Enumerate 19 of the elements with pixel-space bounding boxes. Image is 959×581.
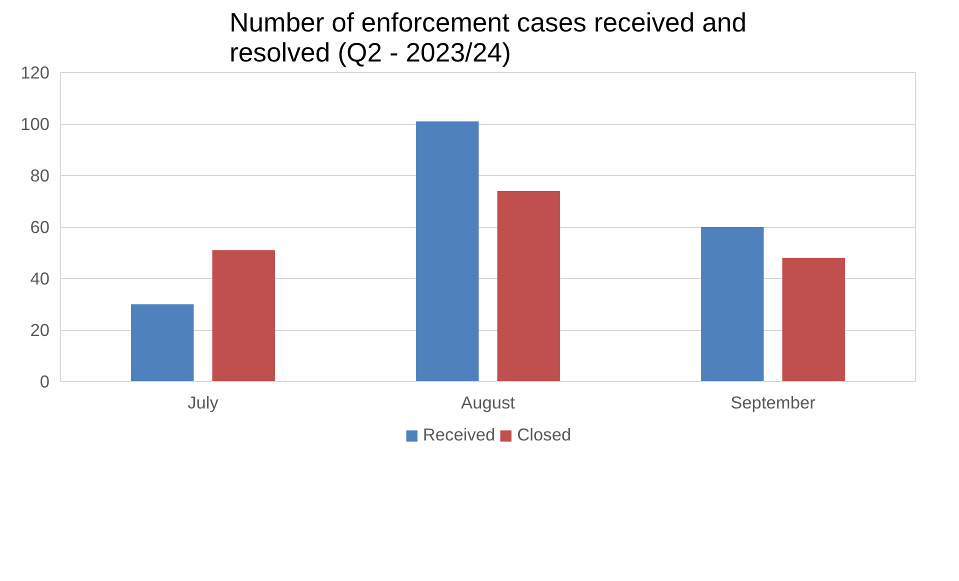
legend-label: Received	[422, 424, 496, 446]
bar	[416, 121, 479, 382]
y-tick-label: 20	[30, 320, 50, 340]
y-tick-label: 60	[30, 217, 50, 237]
x-tick-label: September	[730, 392, 816, 412]
y-tick-label: 40	[30, 268, 50, 288]
y-tick-label: 80	[30, 166, 50, 186]
x-tick-label: July	[188, 392, 219, 412]
y-tick-label: 120	[20, 62, 50, 82]
legend-label: Closed	[517, 424, 572, 446]
bar	[212, 250, 275, 382]
bar	[131, 304, 194, 382]
bar	[701, 227, 764, 382]
chart-title: Number of enforcement cases received and resolved (Q2 - 2023/24)	[229, 8, 747, 68]
y-tick-label: 100	[20, 114, 50, 134]
bar	[497, 190, 560, 382]
y-tick-label: 0	[40, 372, 50, 392]
bar	[782, 258, 845, 382]
x-tick-label: August	[461, 392, 516, 412]
